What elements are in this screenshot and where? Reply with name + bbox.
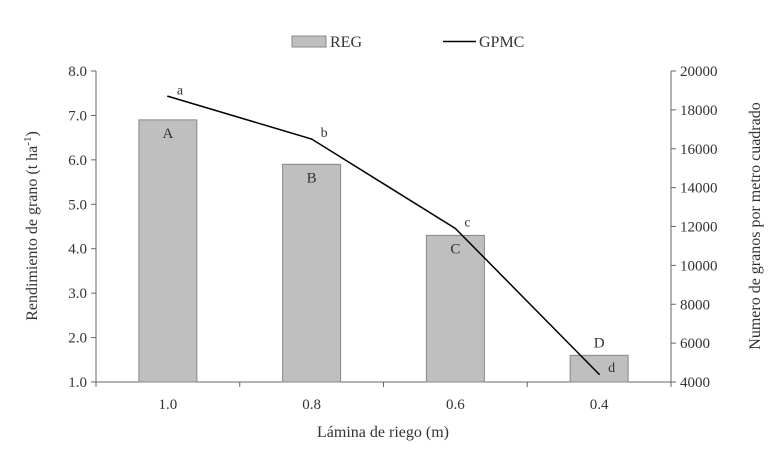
bar-data-label: D — [594, 335, 605, 351]
left-tick-label: 7.0 — [68, 108, 87, 124]
right-tick-label: 10000 — [680, 258, 718, 274]
right-tick-label: 18000 — [680, 103, 718, 119]
line-data-label: b — [321, 126, 328, 141]
line-data-label: d — [608, 361, 615, 376]
x-tick-label: 0.6 — [446, 397, 465, 413]
left-tick-label: 8.0 — [68, 64, 87, 80]
line-data-label: a — [177, 83, 184, 98]
right-tick-label: 20000 — [680, 64, 718, 80]
x-tick-label: 0.4 — [590, 397, 609, 413]
bar-data-label: A — [162, 126, 173, 142]
bar-series-reg — [138, 119, 629, 383]
right-tick-label: 12000 — [680, 220, 718, 236]
bar — [282, 163, 342, 383]
left-tick-label: 2.0 — [68, 331, 87, 347]
y-axis-title-close: ) — [24, 131, 41, 136]
bar — [138, 119, 198, 383]
x-axis-title: Lámina de riego (m) — [317, 424, 449, 441]
left-axis-ticks: 1.0 2.0 3.0 4.0 5.0 6.0 7.0 8.0 — [68, 64, 96, 391]
legend-label-reg: REG — [330, 34, 362, 51]
line-point — [454, 227, 457, 230]
left-tick-label: 4.0 — [68, 242, 87, 258]
right-tick-label: 8000 — [680, 297, 710, 313]
series-line — [167, 95, 600, 375]
bar — [425, 234, 485, 383]
line-point — [167, 95, 169, 98]
right-tick-label: 4000 — [680, 375, 710, 391]
x-tick-label: 1.0 — [159, 397, 178, 413]
y-axis-title-superscript: -1 — [22, 137, 34, 146]
bar-labels: A B C D — [162, 126, 604, 351]
line-point — [598, 373, 600, 376]
left-tick-label: 1.0 — [68, 375, 87, 391]
y-axis-title-main: Rendimiento de grano (t ha — [24, 146, 41, 321]
left-tick-label: 5.0 — [68, 197, 87, 213]
x-tick-label: 0.8 — [302, 397, 321, 413]
bar-data-label: C — [450, 241, 460, 257]
line-data-label: c — [464, 215, 470, 230]
legend: REG GPMC — [291, 34, 524, 51]
y2-axis-title: Numero de granos por metro cuadrado — [747, 102, 764, 349]
right-tick-label: 14000 — [680, 181, 718, 197]
line-series-gpmc: a b c d — [167, 83, 615, 376]
right-tick-label: 16000 — [680, 142, 718, 158]
bar — [569, 354, 629, 383]
legend-swatch-reg — [291, 35, 327, 48]
bar-data-label: B — [307, 170, 317, 186]
line-point — [310, 138, 313, 140]
y-axis-title: Rendimiento de grano (t ha-1) — [22, 131, 41, 321]
left-tick-label: 3.0 — [68, 286, 87, 302]
x-axis-ticks: 1.0 0.8 0.6 0.4 — [95, 382, 672, 413]
legend-label-gpmc: GPMC — [479, 34, 524, 51]
right-tick-label: 6000 — [680, 336, 710, 352]
right-axis-ticks: 4000 6000 8000 10000 12000 14000 16000 18000 200… — [671, 64, 718, 391]
left-tick-label: 6.0 — [68, 153, 87, 169]
